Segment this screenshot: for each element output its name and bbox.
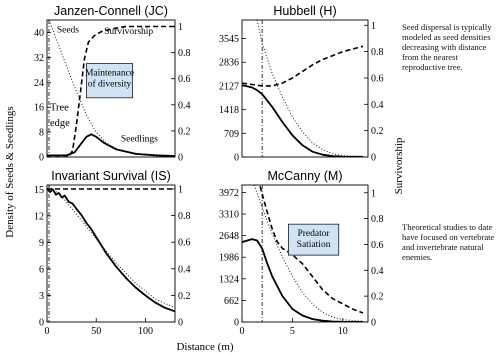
y2-tick-label: 0.4 bbox=[178, 100, 191, 111]
y2-tick-label: 0.2 bbox=[371, 126, 384, 137]
y-tick-label: 8 bbox=[39, 128, 44, 139]
panel-is: Invariant Survival (IS)0369121500.20.40.… bbox=[34, 169, 191, 337]
y2-tick-label: 0.2 bbox=[178, 126, 191, 137]
annotation-box-text: Maintenance bbox=[85, 69, 134, 79]
y-tick-label: 40 bbox=[34, 28, 44, 39]
y-tick-label: 1986 bbox=[219, 253, 239, 264]
panel-jc: Janzen-Connell (JC) 0 8 16 24 32 40 0 0.2 0.4 0.6 0… bbox=[34, 4, 191, 164]
annotation-label: Seeds bbox=[57, 25, 79, 35]
annotation-box-text: of diversity bbox=[88, 79, 132, 90]
y2-tick-label: 0 bbox=[178, 153, 183, 164]
plot-frame bbox=[241, 19, 369, 158]
annotation-label: Survivorship bbox=[104, 27, 153, 37]
y2-tick-label: 0.8 bbox=[178, 48, 191, 59]
series-seedlings-line bbox=[47, 133, 175, 157]
x-tick-label: 5 bbox=[290, 326, 295, 337]
y2-tick-label: 0.2 bbox=[371, 292, 384, 303]
y2-tick-label: 1 bbox=[178, 22, 183, 33]
y2-tick-label: 0 bbox=[178, 318, 183, 329]
series-survivorship-line bbox=[242, 45, 364, 87]
series-seedlings-line bbox=[242, 238, 364, 322]
series-seedlings-line bbox=[242, 84, 364, 157]
y2-tick-label: 0.6 bbox=[178, 74, 191, 85]
plot-frame bbox=[46, 19, 176, 158]
note-bottom: Theoretical studies to date have focused… bbox=[402, 222, 495, 262]
y-tick-label: 0 bbox=[234, 318, 239, 329]
series-survivorship-line bbox=[47, 25, 175, 157]
x-tick-label: 100 bbox=[138, 326, 153, 337]
y-tick-label: 662 bbox=[224, 296, 239, 307]
y-tick-label: 9 bbox=[39, 238, 44, 249]
y-tick-label: 15 bbox=[34, 185, 44, 196]
y-tick-label: 24 bbox=[34, 78, 44, 89]
y2-tick-label: 0 bbox=[371, 318, 376, 329]
y-left-label: Density of Seeds & Seedlings bbox=[4, 106, 16, 237]
y-tick-label: 12 bbox=[34, 211, 44, 222]
y-tick-label: 0 bbox=[39, 153, 44, 164]
y-tick-label: 32 bbox=[34, 53, 44, 64]
series-survivorship-line bbox=[259, 186, 364, 314]
y-tick-label: 16 bbox=[34, 103, 44, 114]
plot-frame bbox=[241, 184, 369, 323]
panel-m: McCanny (M) 0 662 1324 1986 2648 3310 3972 0 0.2 0… bbox=[219, 169, 384, 337]
annotation-box-text: Satiation bbox=[297, 240, 331, 250]
series-seeds-line bbox=[48, 20, 175, 156]
y-tick-label: 2836 bbox=[219, 58, 239, 69]
y-tick-label: 3545 bbox=[219, 34, 239, 45]
y2-tick-label: 1 bbox=[371, 188, 376, 199]
y2-tick-label: 0.4 bbox=[371, 100, 384, 111]
note-top: Seed dispersal is typically modeled as s… bbox=[402, 22, 492, 72]
annotation-box bbox=[288, 223, 340, 256]
x-tick-label: 0 bbox=[45, 326, 50, 337]
y2-tick-label: 0.6 bbox=[371, 240, 384, 251]
series-seeds-line bbox=[256, 20, 364, 157]
annotation-box-text: Predator bbox=[297, 229, 330, 239]
y2-tick-label: 0 bbox=[371, 153, 376, 164]
panel-title: McCanny (M) bbox=[267, 169, 342, 183]
annotation-label: Tree bbox=[50, 102, 69, 113]
y2-tick-label: 1 bbox=[371, 21, 376, 32]
y-right-label: Survivorship bbox=[393, 137, 405, 194]
x-tick-label: 10 bbox=[338, 326, 348, 337]
y-tick-label: 3 bbox=[39, 291, 44, 302]
y-tick-label: 3972 bbox=[219, 188, 239, 199]
y-tick-label: 2127 bbox=[219, 81, 239, 92]
y2-tick-label: 0.8 bbox=[178, 211, 191, 222]
panel-h: Hubbell (H) 0 709 1418 2127 2836 3545 0 0.2 0.4 0.… bbox=[219, 4, 384, 164]
y-tick-label: 2648 bbox=[219, 231, 239, 242]
x-label: Distance (m) bbox=[176, 341, 233, 353]
y-tick-label: 1324 bbox=[219, 274, 239, 285]
x-tick-label: 0 bbox=[240, 326, 245, 337]
panel-title: Hubbell (H) bbox=[273, 4, 336, 18]
y-tick-label: 1418 bbox=[219, 105, 239, 116]
panel-title: Janzen-Connell (JC) bbox=[54, 4, 168, 18]
y-tick-label: 3310 bbox=[219, 210, 239, 221]
series-seedlings-line bbox=[47, 187, 175, 313]
y2-tick-label: 1 bbox=[178, 184, 183, 195]
y2-tick-label: 0.6 bbox=[371, 73, 384, 84]
y-tick-label: 6 bbox=[39, 264, 44, 275]
y-tick-label: 709 bbox=[224, 129, 239, 140]
annotation-label: Seedlings bbox=[121, 134, 158, 144]
series-seeds-line bbox=[48, 185, 175, 309]
panels: Janzen-Connell (JC)081624324000.20.40.60… bbox=[34, 4, 384, 337]
series-seeds-line bbox=[253, 185, 364, 322]
y2-tick-label: 0.4 bbox=[178, 264, 191, 275]
y2-tick-label: 0.2 bbox=[178, 291, 191, 302]
annotation-box bbox=[86, 63, 134, 99]
y-tick-label: 0 bbox=[234, 153, 239, 164]
annotation-label: edge bbox=[50, 118, 70, 129]
panel-title: Invariant Survival (IS) bbox=[51, 169, 170, 183]
y2-tick-label: 0.6 bbox=[178, 238, 191, 249]
x-tick-label: 50 bbox=[91, 326, 101, 337]
y2-tick-label: 0.8 bbox=[371, 214, 384, 225]
plot-frame bbox=[46, 184, 176, 323]
y2-tick-label: 0.8 bbox=[371, 47, 384, 58]
y-tick-label: 0 bbox=[39, 318, 44, 329]
y2-tick-label: 0.4 bbox=[371, 266, 384, 277]
